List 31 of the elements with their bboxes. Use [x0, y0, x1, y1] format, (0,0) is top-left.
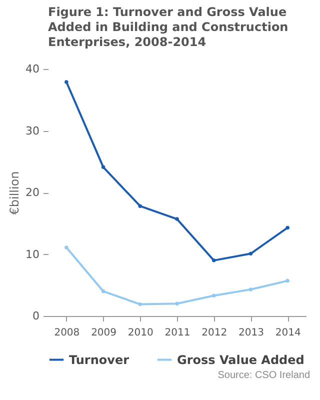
x-tick-label: 2010: [128, 328, 154, 338]
point: [286, 278, 290, 283]
point: [101, 165, 106, 170]
point: [64, 246, 68, 250]
point: [175, 302, 179, 306]
y-tick-label: 10: [26, 248, 40, 261]
x-tick-label: 2009: [91, 328, 117, 338]
x-tick-label: 2013: [238, 328, 264, 338]
point: [212, 294, 216, 298]
point: [248, 288, 253, 292]
y-axis-title: €billion: [8, 171, 22, 215]
y-tick-label: 30: [26, 124, 40, 138]
legend-label: Gross Value Added: [177, 352, 304, 367]
point: [101, 289, 106, 294]
x-tick-label: 2008: [54, 328, 80, 338]
source-note: Source: CSO Ireland: [216, 370, 311, 381]
point: [64, 80, 68, 84]
point: [138, 204, 142, 208]
y-tick-label: 20: [26, 186, 40, 199]
point: [286, 226, 290, 230]
chart-title: Figure 1: Turnover and Gross Value Added in Building and Construction Enterprises, 2008-2014: [48, 5, 288, 49]
x-tick-label: 2011: [164, 328, 190, 338]
y-tick-label: 0: [32, 310, 40, 322]
point: [212, 258, 216, 262]
legend-label: Turnover: [69, 352, 130, 367]
point: [248, 252, 253, 256]
y-tick-label: 40: [26, 62, 40, 76]
x-tick-label: 2014: [275, 328, 301, 338]
x-tick-label: 2012: [202, 328, 228, 338]
point: [138, 302, 142, 306]
point: [175, 217, 179, 221]
